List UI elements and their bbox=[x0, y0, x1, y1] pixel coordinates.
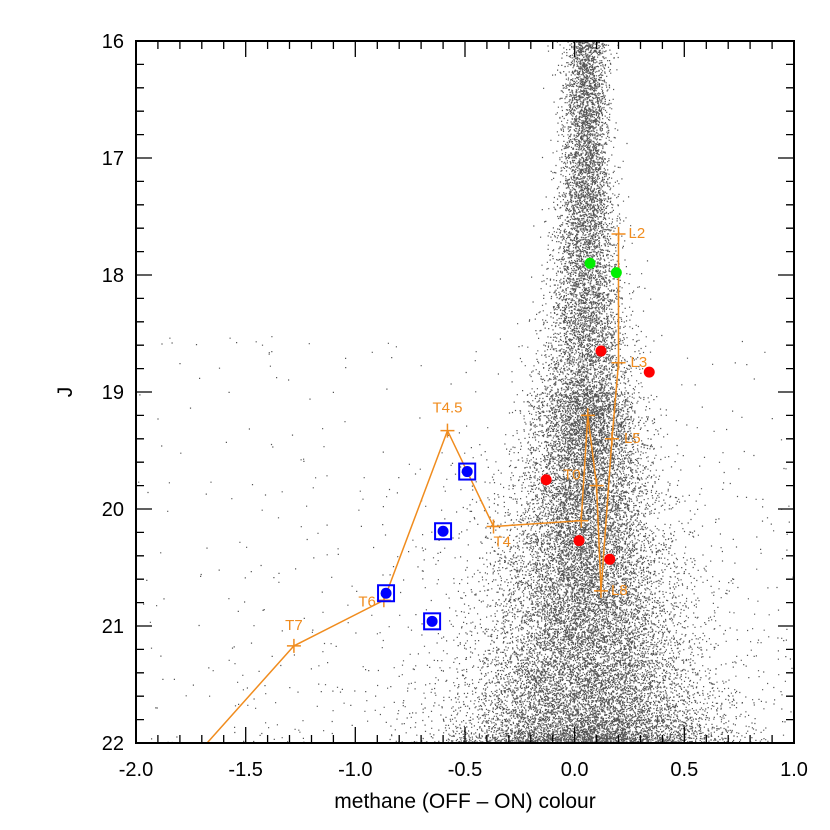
x-tick-label: -1.5 bbox=[228, 759, 262, 781]
plot-frame bbox=[135, 40, 795, 744]
track-marker bbox=[593, 583, 608, 598]
track-label-l3: L3 bbox=[631, 354, 648, 371]
y-tick-label: 22 bbox=[102, 733, 124, 755]
track-label-t4-5: T4.5 bbox=[432, 400, 462, 417]
track-label-t0: T0 bbox=[563, 467, 581, 484]
track-marker bbox=[589, 478, 604, 493]
y-tick-label: 17 bbox=[102, 148, 124, 170]
blue-candidates-box bbox=[434, 522, 453, 541]
y-tick-label: 20 bbox=[102, 499, 124, 521]
track-marker bbox=[440, 423, 455, 438]
y-axis-title: J bbox=[54, 387, 77, 398]
track-marker bbox=[611, 227, 626, 242]
track-line bbox=[206, 234, 620, 743]
plot-border bbox=[135, 40, 795, 744]
x-tick-label: -1.0 bbox=[338, 759, 372, 781]
axis-ticks bbox=[135, 40, 795, 744]
y-tick-label: 21 bbox=[102, 616, 124, 638]
track-marker bbox=[611, 355, 626, 370]
y-tick-label: 16 bbox=[102, 31, 124, 53]
blue-candidates-point bbox=[426, 615, 438, 627]
field-stars bbox=[138, 41, 794, 743]
red-candidates-point bbox=[604, 553, 616, 565]
candidate-points bbox=[377, 257, 655, 631]
spectral-track-labels: L2 L3 L5 L8 T0 T4 T4.5 T6 T7 bbox=[285, 225, 647, 634]
tick-marks bbox=[135, 40, 795, 744]
x-tick-label: 0.5 bbox=[670, 759, 698, 781]
track-marker bbox=[486, 519, 501, 534]
blue-candidates-point bbox=[380, 587, 392, 599]
blue-candidates-box bbox=[423, 612, 442, 631]
x-tick-label: 1.0 bbox=[780, 759, 808, 781]
blue-candidates-box bbox=[458, 462, 477, 481]
track-marker bbox=[580, 408, 595, 423]
track-marker bbox=[574, 513, 589, 528]
axis-tick-labels: -2.0 -1.5 -1.0 -0.5 0.0 0.5 1.0 16 17 18 19 20 21 22 bbox=[102, 31, 808, 781]
x-axis-title: methane (OFF – ON) colour bbox=[334, 790, 595, 813]
track-label-l5: L5 bbox=[624, 430, 641, 447]
field-star-cloud bbox=[138, 41, 794, 743]
track-label-t6: T6 bbox=[358, 593, 376, 610]
track-label-l2: L2 bbox=[629, 225, 646, 242]
green-candidates-point bbox=[584, 257, 596, 269]
x-tick-label: -2.0 bbox=[119, 759, 153, 781]
y-tick-label: 19 bbox=[102, 382, 124, 404]
blue-candidates-point bbox=[437, 525, 449, 537]
y-tick-label: 18 bbox=[102, 265, 124, 287]
track-label-l8: L8 bbox=[611, 582, 628, 599]
blue-candidates-box bbox=[377, 584, 396, 603]
red-candidates-point bbox=[573, 535, 585, 547]
x-tick-label: 0.0 bbox=[561, 759, 589, 781]
x-tick-label: -0.5 bbox=[448, 759, 482, 781]
red-candidates-point bbox=[643, 366, 655, 378]
green-candidates-point bbox=[610, 267, 622, 279]
spectral-track bbox=[201, 227, 626, 743]
track-marker bbox=[604, 431, 619, 446]
track-label-t4: T4 bbox=[494, 534, 512, 551]
red-candidates-point bbox=[595, 345, 607, 357]
red-candidates-point bbox=[540, 474, 552, 486]
blue-candidates-point bbox=[461, 466, 473, 478]
track-label-t7: T7 bbox=[285, 617, 303, 634]
track-marker bbox=[286, 638, 301, 653]
